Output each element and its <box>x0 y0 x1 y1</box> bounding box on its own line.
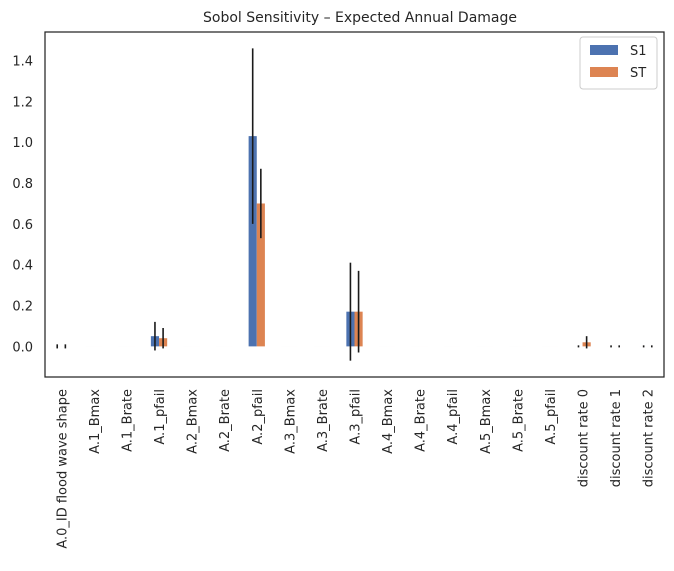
axes-frame <box>44 31 665 378</box>
y-tick-label: 1.4 <box>12 55 33 70</box>
x-tick-label: A.5_pfail <box>544 389 559 445</box>
x-tick-label: A.4_pfail <box>446 389 461 445</box>
x-tick-label: A.2_Brate <box>218 389 233 452</box>
bar-st <box>256 203 265 347</box>
x-tick-label: discount rate 1 <box>609 389 624 487</box>
x-tick-label: A.1_pfail <box>153 389 168 445</box>
x-tick-label: A.5_Brate <box>511 389 526 452</box>
x-tick-label: A.5_Bmax <box>479 389 494 454</box>
x-tick-label: A.0_ID flood wave shape <box>55 389 70 549</box>
legend-label-s1: S1 <box>630 44 647 59</box>
y-tick-label: 0.0 <box>12 340 33 355</box>
x-tick-label: A.4_Bmax <box>381 389 396 454</box>
x-tick-label: A.3_Brate <box>316 389 331 452</box>
x-tick-label: A.4_Brate <box>414 389 429 452</box>
bar-s1 <box>248 136 257 347</box>
x-tick-label: A.1_Bmax <box>88 389 103 454</box>
y-tick-label: 0.2 <box>12 300 33 315</box>
y-tick-label: 0.4 <box>12 259 33 274</box>
x-tick-label: A.3_Bmax <box>283 389 298 454</box>
legend-swatch-st <box>590 67 618 77</box>
y-tick-label: 1.0 <box>12 136 33 151</box>
x-tick-label: A.1_Brate <box>120 389 135 452</box>
legend-swatch-s1 <box>590 45 618 55</box>
x-tick-label: discount rate 0 <box>577 389 592 487</box>
plot-area: 0.0 0.2 0.4 0.6 0.8 1.0 1.2 1.4 A.0_ID flood wav… <box>12 31 665 549</box>
x-tick-label: A.2_Bmax <box>186 389 201 454</box>
y-tick-label: 0.8 <box>12 177 33 192</box>
legend: S1 ST <box>579 36 658 90</box>
y-tick-label: 1.2 <box>12 95 33 110</box>
x-tick-label: A.2_pfail <box>251 389 266 445</box>
x-tick-label: discount rate 2 <box>642 389 657 487</box>
x-tick-label: A.3_pfail <box>349 389 364 445</box>
y-tick-label: 0.6 <box>12 218 33 233</box>
legend-label-st: ST <box>630 66 646 81</box>
chart-title: Sobol Sensitivity – Expected Annual Dama… <box>203 10 517 26</box>
